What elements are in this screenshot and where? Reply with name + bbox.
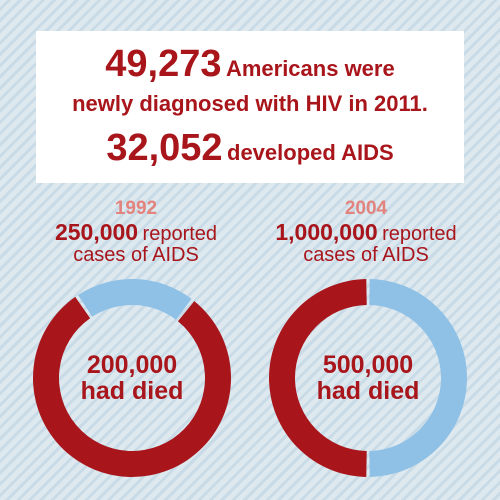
- donut-slice-had-died-1992: [32, 296, 231, 477]
- center-label-2004: 500,000 had died: [268, 352, 468, 405]
- reported-text2-2004: cases of AIDS: [303, 244, 429, 266]
- center-number-1992: 200,000: [86, 351, 178, 379]
- diagnosed-line-2: newly diagnosed with HIV in 2011.: [36, 91, 464, 117]
- reported-text2-1992: cases of AIDS: [73, 244, 199, 266]
- reported-2004: 1,000,000 reported cases of AIDS: [246, 220, 486, 266]
- reported-1992: 250,000 reported cases of AIDS: [16, 220, 256, 266]
- reported-text-1992: reported: [142, 223, 218, 245]
- aids-text: developed AIDS: [227, 140, 394, 165]
- diagnosed-line-1: 49,273 Americans were: [36, 43, 464, 86]
- center-text-1992: had died: [80, 377, 184, 406]
- headline-box: 49,273 Americans were newly diagnosed wi…: [36, 31, 464, 183]
- donut-chart-2004: [269, 279, 467, 477]
- diagnosed-number: 49,273: [105, 43, 222, 85]
- reported-number-2004: 1,000,000: [275, 219, 378, 245]
- year-1992-label: 1992: [114, 198, 158, 219]
- center-text-2004: had died: [316, 377, 420, 406]
- center-label-1992: 200,000 had died: [32, 352, 232, 405]
- aids-number: 32,052: [106, 127, 223, 169]
- diagnosed-text-1: Americans were: [225, 56, 395, 81]
- center-number-2004: 500,000: [322, 351, 414, 379]
- aids-line: 32,052 developed AIDS: [36, 127, 464, 170]
- reported-number-1992: 250,000: [54, 219, 139, 245]
- reported-text-2004: reported: [382, 223, 457, 245]
- donut-slice-other-1992: [78, 279, 192, 320]
- donut-slice-other-2004: [369, 279, 467, 477]
- diagnosed-text-2: newly diagnosed with HIV in 2011.: [72, 91, 428, 116]
- donut-chart-1992: [32, 279, 231, 477]
- year-2004-label: 2004: [344, 198, 388, 219]
- donut-slice-had-died-2004: [269, 279, 367, 477]
